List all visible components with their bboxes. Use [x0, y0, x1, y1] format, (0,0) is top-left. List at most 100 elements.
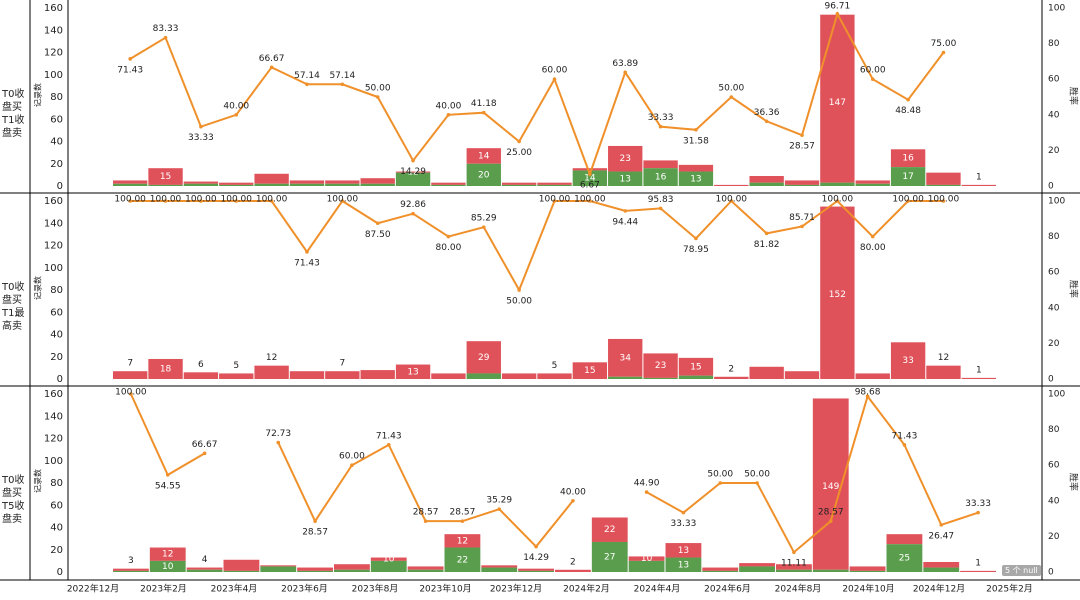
win-rate-line [130, 199, 944, 293]
y2-axis-title: 胜率 [1068, 280, 1080, 298]
bar-lose [643, 160, 678, 169]
bar-win [113, 183, 148, 186]
rate-label: 28.57 [413, 508, 439, 518]
bar-win [297, 570, 333, 572]
bar-win [148, 184, 183, 186]
null-badge: 5 个 null [1002, 565, 1041, 576]
rate-label: 48.48 [895, 106, 921, 116]
bar-label: 152 [829, 290, 846, 300]
win-rate-point [764, 231, 769, 236]
bar-lose [186, 567, 223, 570]
bar-lose [961, 184, 996, 186]
bar-win [572, 170, 608, 186]
bar-label: 12 [457, 536, 468, 546]
win-rate-point [199, 124, 203, 129]
bar-lose [334, 564, 370, 570]
bar-win [334, 569, 370, 572]
bar-win [628, 560, 665, 572]
bar-label: 33 [902, 356, 913, 366]
win-rate-point [792, 550, 796, 555]
rate-label: 100.00 [928, 195, 960, 205]
bar-lose [407, 566, 444, 570]
bar-label: 23 [619, 154, 630, 164]
rate-label: 50.00 [365, 84, 391, 94]
bar-lose [537, 182, 572, 185]
win-rate-point [411, 158, 415, 163]
y-tick-label: 0 [57, 181, 63, 192]
y2-axis-title: 胜率 [1068, 473, 1080, 491]
rate-label: 66.67 [259, 54, 285, 64]
win-rate-point [571, 499, 575, 503]
rate-label: 33.33 [671, 519, 697, 529]
bar-lose [444, 534, 481, 548]
bar-label: 13 [619, 174, 630, 184]
bar-lose [714, 184, 749, 186]
bar-win [591, 541, 628, 572]
rate-label: 31.58 [683, 136, 709, 146]
y-tick-label: 140 [44, 218, 63, 229]
win-rate-point [764, 119, 769, 124]
bar-lose [149, 547, 186, 561]
rate-label: 28.57 [450, 508, 476, 518]
win-rate-point [386, 443, 391, 447]
win-rate-point [129, 392, 133, 396]
bar-win [254, 183, 289, 186]
bar-lose [431, 182, 466, 185]
rate-label: 100.00 [822, 195, 854, 205]
bar-lose [591, 517, 628, 542]
bar-label: 5 [233, 361, 239, 371]
bar-win [360, 183, 395, 186]
bar-lose [849, 566, 886, 571]
bar-label: 15 [690, 362, 701, 372]
rate-label: 50.00 [707, 470, 733, 480]
win-rate-point [902, 443, 907, 447]
win-rate-point [517, 139, 521, 144]
bar-label: 4 [202, 555, 208, 565]
y-tick-label: 20 [50, 159, 63, 170]
bar-lose [665, 543, 702, 558]
y-tick-label: 160 [44, 389, 63, 400]
rate-label: 6.67 [580, 181, 600, 191]
x-tick-label: 2023年8月 [352, 583, 399, 595]
bar-lose [776, 564, 812, 570]
rate-label: 40.00 [436, 101, 462, 111]
rate-label: 100.00 [221, 195, 253, 205]
bar-win [113, 570, 149, 572]
x-tick-label: 2024年12月 [913, 583, 965, 595]
rate-label: 36.36 [754, 108, 780, 118]
bar-label: 7 [339, 359, 345, 369]
y-tick-label: 60 [50, 500, 63, 511]
bar-label: 10 [641, 554, 653, 564]
win-rate-point [976, 510, 980, 515]
rate-label: 94.44 [612, 217, 638, 227]
bar-lose [219, 182, 254, 185]
bar-label: 13 [690, 174, 701, 184]
bar-lose [501, 182, 537, 185]
bar-win [183, 183, 219, 186]
win-rate-point [694, 127, 698, 132]
y-tick-label: 160 [44, 3, 63, 14]
win-rate-point [375, 95, 380, 99]
bar-win [784, 184, 820, 186]
y-tick-label: 100 [44, 70, 63, 81]
bar-label: 27 [604, 552, 615, 562]
row-label: T0收盘买T5收盘卖 [2, 475, 25, 525]
bar-lose [572, 362, 608, 379]
rate-label: 100.00 [892, 195, 924, 205]
y2-tick-label: 100 [1048, 197, 1065, 207]
bar-label: 2 [728, 364, 734, 374]
y-tick-label: 140 [44, 25, 63, 36]
y-tick-label: 20 [50, 545, 63, 556]
bar-win [325, 183, 360, 186]
rate-label: 28.57 [818, 508, 844, 518]
x-tick-label: 2024年6月 [704, 583, 751, 595]
bar-lose [223, 559, 260, 571]
rate-label: 60.00 [339, 452, 365, 462]
bar-lose [926, 365, 961, 379]
win-rate-point [906, 199, 910, 203]
x-tick-label: 2023年6月 [281, 583, 328, 595]
bar-label: 13 [678, 546, 689, 556]
bar-lose [289, 371, 325, 379]
rate-label: 81.82 [754, 240, 780, 250]
bar-win [886, 544, 923, 572]
